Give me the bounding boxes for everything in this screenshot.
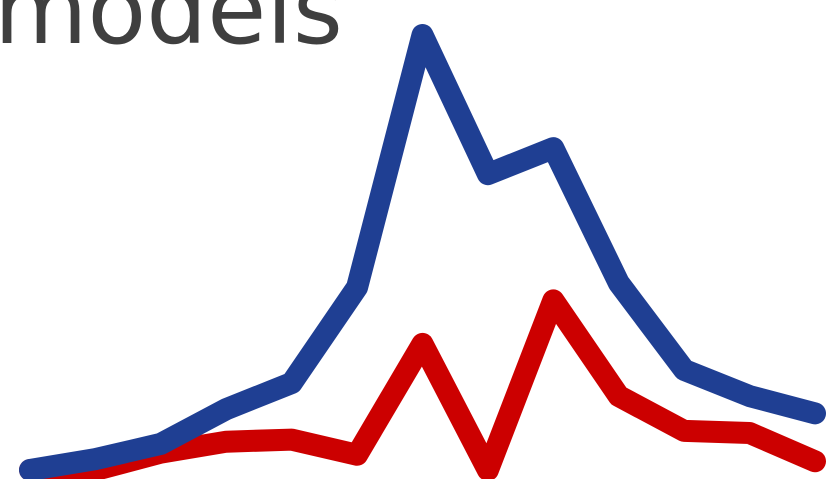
series-line-1 <box>19 24 826 479</box>
series-layer <box>19 24 826 479</box>
headline-text: models <box>0 0 343 66</box>
